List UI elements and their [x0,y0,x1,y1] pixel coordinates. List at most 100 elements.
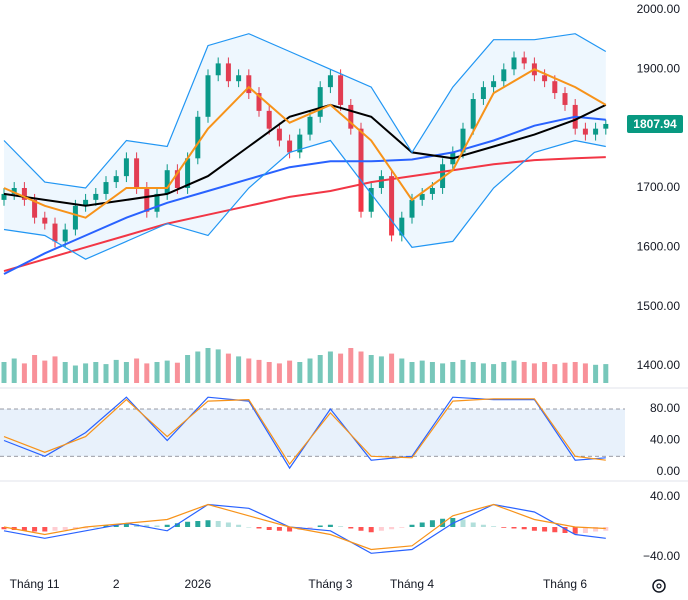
volume-bar [582,363,588,383]
series-line [3,33,607,189]
volume-bar [511,360,517,383]
candle-body [470,99,476,129]
histogram-bar [185,521,191,527]
volume-bar [297,362,303,383]
settings-icon[interactable] [652,579,666,593]
histogram-bar [327,524,333,527]
volume-bar [501,362,507,383]
volume-bar [103,364,109,383]
candle-body [93,193,99,200]
histogram-bar [42,527,48,532]
volume-bar [164,360,170,383]
volume-bar [256,359,262,383]
candle-body [205,75,211,117]
last-price-box [627,114,683,133]
histogram-bar [72,527,78,530]
candle-body [603,123,609,129]
candle-body [521,57,527,64]
candle-body [164,170,170,194]
volume-bar [399,358,405,383]
histogram-bar [174,523,180,527]
candle-body [358,128,364,212]
candle-body [276,128,282,141]
gear-center[interactable] [656,583,662,589]
candle-body [460,128,466,153]
series-line [3,139,606,260]
volume-bar [154,362,160,383]
volume-bar [276,363,282,383]
histogram-bar [389,527,395,530]
volume-bar [368,355,374,383]
candle-body [1,193,7,200]
volume-bar [317,355,323,383]
candle-body [501,69,507,82]
volume-bar [205,348,211,383]
volume-bar [11,358,17,383]
volume-bar [52,356,58,383]
band-fill [4,33,606,260]
volume-bar [42,360,48,383]
volume-bar [338,353,344,383]
y-tick-label: −40.00 [643,549,680,563]
y-tick-label: 1400.00 [637,358,681,372]
histogram-bar [511,527,517,529]
volume-bar [521,362,527,383]
histogram-bar [123,523,129,527]
histogram-bar [531,527,537,531]
volume-bar [185,355,191,383]
candle-body [582,128,588,135]
volume-bar [93,362,99,383]
volume-bar [531,363,537,383]
volume-bar [144,363,150,383]
x-tick-label: Tháng 4 [390,577,434,591]
volume-bar [113,359,119,383]
volume-bar [134,358,140,383]
volume-bar [123,362,129,383]
volume-bar [389,353,395,383]
volume-bar [358,351,364,383]
histogram-bar [460,519,466,527]
level-band [0,409,625,457]
histogram-bar [195,521,201,527]
gear[interactable] [652,579,666,593]
histogram-bar [603,527,609,531]
candle-body [593,128,599,135]
series-line [3,68,607,219]
histogram-bar [62,527,68,530]
volume-bar [287,360,293,383]
y-tick-label: 1700.00 [637,180,681,194]
histogram-bar [562,527,568,533]
candle-body [144,188,150,212]
candle-body [11,188,17,194]
candle-body [174,170,180,188]
candle-body [134,158,140,188]
x-tick-label: 2 [113,577,120,591]
histogram-bar [399,527,405,528]
volume-bar [327,351,333,383]
histogram-bar [154,525,160,527]
volume-bar [409,362,415,383]
histogram-bar [409,524,415,527]
candle-body [542,75,548,82]
histogram-bar [429,520,435,527]
candle-body [480,87,486,99]
candle-body [246,75,252,94]
histogram-bar [21,527,27,531]
x-tick-label: Tháng 11 [10,577,60,591]
histogram-bar [276,527,282,531]
candle-body [399,217,405,236]
histogram-bar [378,527,384,531]
candle-body [317,87,323,117]
series-line [3,503,606,551]
volume-bar [225,353,231,383]
candle-body [511,57,517,70]
histogram-bar [225,522,231,527]
volume-bar [348,348,354,383]
histogram-bar [144,524,150,527]
histogram-bar [215,521,221,527]
histogram-bar [93,527,99,528]
candle-body [195,116,201,159]
candle-body [52,223,58,242]
histogram-bar [52,527,58,531]
